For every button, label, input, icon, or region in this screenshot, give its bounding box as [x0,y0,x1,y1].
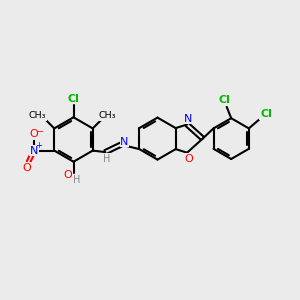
Text: O: O [64,169,73,180]
Text: N: N [120,136,129,147]
Text: O: O [184,154,193,164]
Text: Cl: Cl [68,94,80,104]
Text: Cl: Cl [260,109,272,119]
Text: H: H [103,154,110,164]
Text: N: N [30,146,38,156]
Text: CH₃: CH₃ [99,111,116,120]
Text: H: H [73,175,80,185]
Text: N: N [184,113,193,124]
Text: O: O [22,163,31,173]
Text: −: − [36,127,43,136]
Text: +: + [35,141,42,150]
Text: O: O [29,129,38,140]
Text: Cl: Cl [218,95,230,105]
Text: CH₃: CH₃ [29,111,46,120]
